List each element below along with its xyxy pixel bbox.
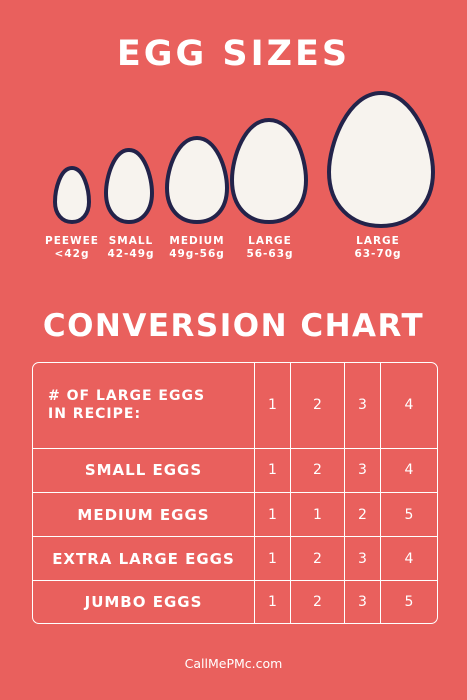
- header-value: 3: [345, 363, 381, 449]
- table-cell: 1: [255, 448, 291, 493]
- row-label: SMALL EGGS: [33, 448, 255, 493]
- table-cell: 1: [291, 492, 345, 538]
- egg-size-weight: 63-70g: [354, 248, 402, 260]
- header-value: 4: [381, 363, 437, 449]
- egg-illustrations: [52, 90, 436, 229]
- header-value: 2: [291, 363, 345, 449]
- egg-size-weight: 56-63g: [246, 248, 294, 260]
- table-cell: 2: [291, 537, 345, 582]
- table-cell: 2: [291, 448, 345, 493]
- header-label-line1: # OF LARGE EGGS: [48, 388, 206, 405]
- egg-size-weight: <42g: [54, 248, 90, 260]
- table-cell: 1: [255, 581, 291, 623]
- table-cell: 2: [345, 492, 381, 538]
- table-row: EXTRA LARGE EGGS 1 2 3 4: [33, 537, 437, 582]
- egg-size-weight: 49g-56g: [169, 248, 225, 260]
- table-row: JUMBO EGGS 1 2 3 5: [33, 581, 437, 623]
- egg-label-small: SMALL 42-49g: [91, 235, 171, 261]
- table-cell: 1: [255, 492, 291, 538]
- header-value: 1: [255, 363, 291, 449]
- table-header-row: # OF LARGE EGGS IN RECIPE: 1 2 3 4: [33, 363, 437, 449]
- table-cell: 3: [345, 581, 381, 623]
- site-credit: CallMePMc.com: [184, 656, 283, 671]
- medium-egg-icon: [164, 135, 230, 225]
- egg-size-name: LARGE: [248, 235, 292, 247]
- table-cell: 2: [291, 581, 345, 623]
- egg-label-medium: MEDIUM 49g-56g: [157, 235, 237, 261]
- peewee-egg-icon: [52, 165, 92, 225]
- egg-label-large: LARGE 56-63g: [230, 235, 310, 261]
- header-label: # OF LARGE EGGS IN RECIPE:: [33, 363, 255, 449]
- table-cell: 3: [345, 537, 381, 582]
- egg-size-name: LARGE: [356, 235, 400, 247]
- row-label: EXTRA LARGE EGGS: [33, 537, 255, 582]
- conversion-chart-title: CONVERSION CHART: [42, 308, 425, 344]
- row-label: JUMBO EGGS: [33, 581, 255, 623]
- conversion-table: # OF LARGE EGGS IN RECIPE: 1 2 3 4 SMALL…: [32, 362, 438, 624]
- egg-size-name: PEEWEE: [45, 235, 99, 247]
- page-title: EGG SIZES: [116, 34, 351, 74]
- egg-label-extra-large: LARGE 63-70g: [338, 235, 418, 261]
- extra-large-egg-icon: [326, 90, 436, 229]
- header-label-line2: IN RECIPE:: [48, 406, 142, 423]
- table-row: SMALL EGGS 1 2 3 4: [33, 448, 437, 493]
- egg-size-weight: 42-49g: [107, 248, 155, 260]
- table-cell: 1: [255, 537, 291, 582]
- table-row: MEDIUM EGGS 1 1 2 5: [33, 492, 437, 538]
- small-egg-icon: [103, 147, 155, 225]
- table-cell: 5: [404, 594, 414, 611]
- egg-size-name: SMALL: [108, 235, 154, 247]
- large-egg-icon: [229, 117, 309, 225]
- table-cell: 4: [381, 449, 437, 493]
- table-cell: 3: [345, 448, 381, 493]
- egg-label-peewee: PEEWEE <42g: [32, 235, 112, 261]
- table-cell: 5: [381, 493, 437, 538]
- egg-size-name: MEDIUM: [169, 235, 225, 247]
- table-cell: 4: [381, 537, 437, 582]
- row-label: MEDIUM EGGS: [33, 492, 255, 538]
